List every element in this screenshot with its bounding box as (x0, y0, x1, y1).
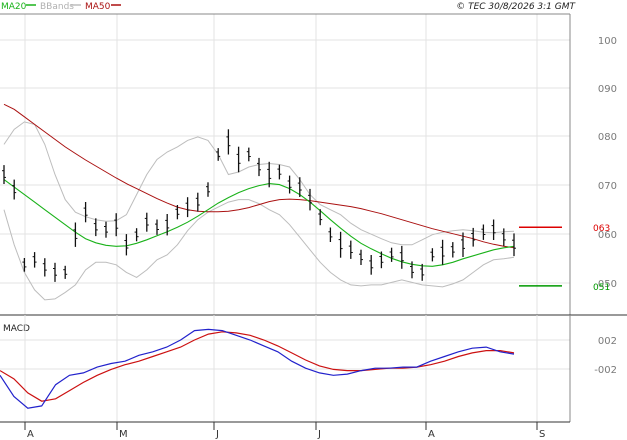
price-bar (257, 157, 261, 177)
price-bar (287, 175, 292, 194)
price-bar (134, 228, 139, 242)
legend-ma50: MA50 (85, 2, 111, 12)
price-bar (124, 234, 129, 256)
price-bar (12, 179, 17, 200)
price-bar (348, 240, 353, 259)
price-bar (359, 249, 363, 265)
price-bar (410, 261, 414, 279)
price-bar (93, 218, 98, 237)
price-bar (338, 231, 343, 258)
price-bar (195, 192, 200, 212)
month-label: J (317, 429, 321, 440)
month-label: A (428, 429, 435, 440)
support-resistance-group: 063 051 (519, 224, 610, 293)
price-bar (277, 164, 282, 180)
y-tick-label: 050 (598, 279, 617, 290)
price-bar (481, 224, 486, 240)
price-bar (461, 232, 465, 257)
macd-gridlines (0, 315, 570, 422)
macd-line-macd (0, 328, 515, 409)
month-label: M (119, 429, 128, 440)
price-axis-labels: 100 090 080 070 060 050 (598, 36, 617, 290)
main-gridlines (0, 14, 570, 315)
month-label: S (539, 429, 545, 440)
price-bar (22, 258, 27, 272)
price-bar (63, 265, 68, 279)
y-tick-label: 080 (598, 132, 617, 143)
price-bar (471, 227, 476, 247)
price-bar (297, 177, 302, 197)
price-bar (512, 233, 516, 257)
y-tick-label: 100 (598, 36, 617, 47)
y-tick-label: 060 (598, 230, 617, 241)
month-label: J (215, 429, 219, 440)
price-bar (185, 197, 190, 218)
price-bar (379, 251, 384, 269)
price-bar (73, 222, 78, 247)
price-bar (267, 161, 272, 188)
price-bar (206, 182, 210, 197)
legend-ma20: MA20 (1, 2, 27, 12)
price-bar (104, 221, 108, 238)
series-line-ma20 (3, 179, 515, 267)
price-bar (144, 212, 149, 232)
resistance-label: 063 (593, 224, 610, 234)
series-line-bband-lower (3, 199, 515, 301)
y-tick-label: 090 (598, 84, 617, 95)
price-bar (328, 227, 333, 242)
macd-line-signal (0, 331, 515, 402)
price-bar (501, 228, 506, 247)
price-bar (216, 148, 221, 161)
series-line-bband-upper (3, 121, 515, 246)
legend-bbands: BBands (40, 2, 74, 12)
price-bar (53, 262, 57, 282)
price-bar (83, 202, 88, 223)
support-label: 051 (593, 283, 610, 293)
price-bar (155, 219, 159, 235)
price-bar (420, 263, 425, 281)
price-bar (399, 245, 404, 269)
macd-axis-labels: 002 -002 (594, 336, 617, 376)
price-bar (318, 209, 323, 226)
copyright-text: © TEC 30/8/2026 3:1 GMT (456, 2, 576, 12)
price-bar (246, 147, 251, 162)
series-line-ma50 (3, 103, 515, 249)
month-label: A (27, 429, 34, 440)
price-bar (165, 214, 170, 236)
price-series-group (2, 103, 516, 301)
price-bar (440, 239, 445, 265)
macd-y-tick-label: -002 (594, 365, 617, 376)
price-bar (430, 248, 435, 262)
y-tick-label: 070 (598, 181, 617, 192)
price-bar (308, 188, 312, 211)
price-bar (114, 213, 119, 237)
price-bar (389, 247, 394, 262)
price-bar (226, 129, 231, 155)
price-bar (369, 255, 374, 275)
price-bar (236, 146, 241, 173)
price-bar (450, 242, 455, 258)
macd-label: MACD (3, 324, 30, 334)
macd-y-tick-label: 002 (598, 336, 617, 347)
price-bar (32, 252, 37, 268)
price-bar (42, 258, 47, 277)
price-bar (175, 205, 180, 220)
price-bar (491, 219, 496, 240)
price-bar (2, 165, 6, 184)
macd-series-group (0, 328, 515, 409)
